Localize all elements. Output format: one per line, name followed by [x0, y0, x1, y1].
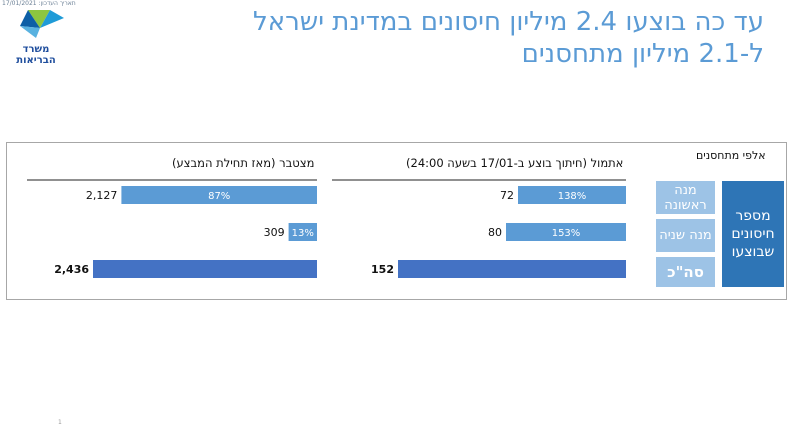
cumulative-percent-label-1: 13%	[292, 228, 314, 239]
second-dose-legend: מנה שניה	[656, 219, 715, 252]
svg-text:משרד: משרד	[23, 44, 50, 55]
cumulative-bar-1	[288, 223, 317, 241]
daily-bar-1	[506, 223, 626, 241]
daily-percent-label-0: 138%	[558, 191, 587, 202]
cumulative-bar-chart: 2,127 87% 309 13% 2,436	[27, 179, 318, 278]
cumulative-value-label-0: 2,127	[86, 189, 118, 202]
daily-bar-2	[398, 260, 626, 278]
side-panel-header: אלפי מתחסנים	[696, 149, 766, 162]
daily-chart-title: אתמול (חיתוך בוצע ב-17/01 בשעה 24:00)	[406, 156, 624, 170]
cumulative-value-label-2: 2,436	[54, 263, 89, 276]
cumulative-bar-2	[93, 260, 317, 278]
ministry-of-health-logo: משרד הבריאות	[16, 10, 64, 66]
chart-frame	[6, 142, 787, 300]
svg-text:הבריאות: הבריאות	[16, 55, 55, 66]
daily-value-label-0: 72	[500, 189, 514, 202]
daily-value-label-1: 80	[488, 226, 502, 239]
total-legend: סה"כ	[656, 257, 715, 287]
daily-bar-chart: 72 138% 80 153% 152	[332, 179, 626, 278]
vaccinations-done-label: מספר חיסונים שבוצעו	[722, 181, 784, 287]
daily-percent-label-1: 153%	[552, 228, 581, 239]
cumulative-chart-title: מצטבר (מאז תחילת המבצע)	[172, 156, 315, 170]
daily-value-label-2: 152	[371, 263, 394, 276]
cumulative-value-label-1: 309	[264, 226, 285, 239]
update-date: תאריך העדכון: 17/01/2021	[2, 0, 76, 7]
cumulative-bar-0	[121, 186, 318, 204]
daily-bar-0	[518, 186, 626, 204]
first-dose-legend: מנה ראשונה	[656, 181, 715, 214]
page-title: עד כה בוצעו 2.4 מיליון חיסונים במדינת יש…	[252, 7, 764, 69]
footer-mark: 1	[58, 419, 62, 426]
cumulative-percent-label-0: 87%	[208, 191, 230, 202]
